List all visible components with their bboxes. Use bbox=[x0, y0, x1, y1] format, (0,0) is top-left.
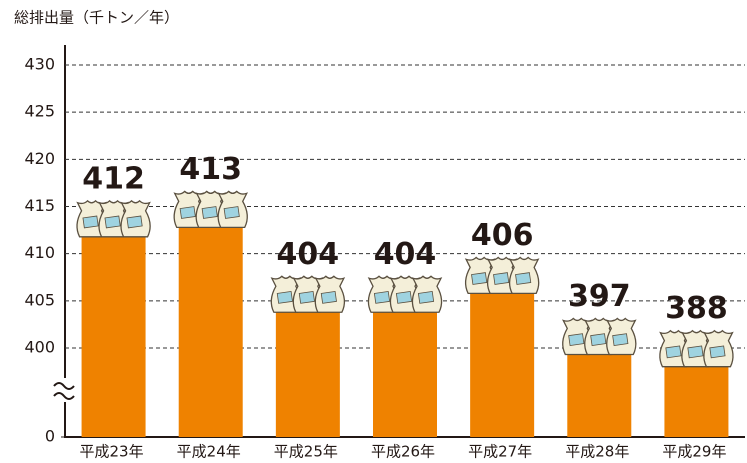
trash-bags-icon bbox=[271, 276, 344, 312]
trash-bag-content bbox=[396, 291, 411, 303]
trash-bag-content bbox=[83, 216, 98, 228]
trash-bag-content bbox=[710, 346, 725, 358]
trash-bag-content bbox=[688, 346, 703, 358]
trash-bag-content bbox=[666, 346, 681, 358]
bar bbox=[373, 310, 437, 437]
y-tick-label: 0 bbox=[45, 427, 55, 446]
trash-bags-icon bbox=[466, 257, 539, 293]
trash-bag-content bbox=[472, 273, 487, 285]
page: 総排出量（千トン／年） 0 400 405 410 415 420 425 430 平成23年 4… bbox=[0, 0, 747, 463]
trash-bag-content bbox=[277, 291, 292, 303]
trash-bag-content bbox=[224, 207, 239, 219]
bar bbox=[82, 235, 146, 437]
y-tick-label: 430 bbox=[24, 55, 55, 74]
trash-bags-icon bbox=[77, 201, 150, 237]
trash-bags-icon bbox=[368, 276, 441, 312]
value-label: 397 bbox=[568, 279, 631, 314]
x-tick-label: 平成28年 bbox=[565, 443, 629, 461]
trash-bag-content bbox=[374, 291, 389, 303]
trash-bags-icon bbox=[660, 331, 733, 367]
trash-bag-content bbox=[418, 291, 433, 303]
value-label: 413 bbox=[179, 152, 242, 187]
bar bbox=[276, 310, 340, 437]
bar bbox=[179, 225, 243, 437]
trash-bag-content bbox=[613, 334, 628, 346]
chart: 総排出量（千トン／年） 0 400 405 410 415 420 425 430 平成23年 4… bbox=[0, 0, 747, 463]
trash-bag-content bbox=[494, 273, 509, 285]
bar bbox=[567, 352, 631, 437]
chart-title: 総排出量（千トン／年） bbox=[14, 9, 179, 27]
trash-bag-content bbox=[180, 207, 195, 219]
value-label: 388 bbox=[665, 291, 728, 326]
trash-bag-content bbox=[202, 207, 217, 219]
trash-bag-content bbox=[516, 273, 531, 285]
x-tick-label: 平成27年 bbox=[468, 443, 532, 461]
x-tick-label: 平成24年 bbox=[177, 443, 241, 461]
x-tick-label: 平成25年 bbox=[274, 443, 338, 461]
y-tick-label: 405 bbox=[24, 290, 55, 309]
trash-bag-content bbox=[569, 334, 584, 346]
trash-bags-icon bbox=[174, 191, 247, 227]
trash-bag-content bbox=[299, 291, 314, 303]
trash-bags-icon bbox=[563, 318, 636, 354]
bar bbox=[664, 365, 728, 437]
axis-break-gap bbox=[50, 378, 78, 402]
y-tick-label: 425 bbox=[24, 102, 55, 121]
x-tick-label: 平成26年 bbox=[371, 443, 435, 461]
y-tick-label: 415 bbox=[24, 196, 55, 215]
value-label: 404 bbox=[374, 237, 437, 272]
x-tick-label: 平成23年 bbox=[80, 443, 144, 461]
value-label: 404 bbox=[277, 237, 340, 272]
x-tick-label: 平成29年 bbox=[662, 443, 726, 461]
trash-bag-content bbox=[127, 216, 142, 228]
trash-bag-content bbox=[321, 291, 336, 303]
value-label: 412 bbox=[82, 161, 145, 196]
y-tick-label: 400 bbox=[24, 338, 55, 357]
trash-bag-content bbox=[105, 216, 120, 228]
bar bbox=[470, 291, 534, 437]
trash-bag-content bbox=[591, 334, 606, 346]
y-tick-label: 410 bbox=[24, 243, 55, 262]
value-label: 406 bbox=[471, 218, 534, 253]
y-tick-label: 420 bbox=[24, 149, 55, 168]
